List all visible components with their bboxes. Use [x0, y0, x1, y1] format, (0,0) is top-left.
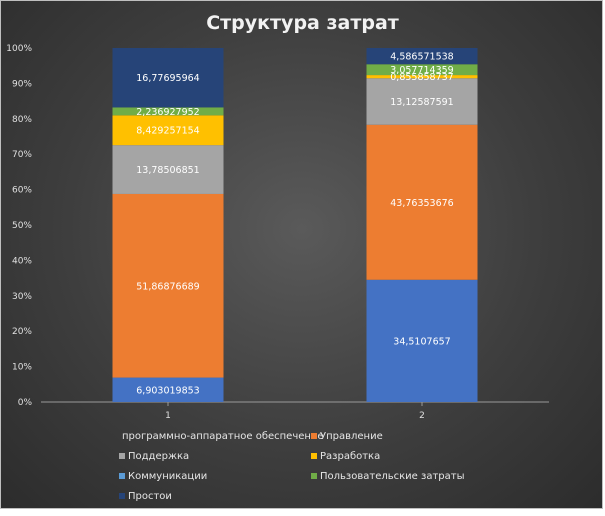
data-label: 43,76353676: [390, 198, 453, 209]
legend-label: Поддержка: [128, 450, 190, 462]
stacked-bar-plot: 0% 10% 20% 30% 40% 50% 60% 70% 80% 90% 100% 6,90301…: [6, 44, 549, 421]
data-label: 6,903019853: [136, 385, 199, 396]
x-tick-label: 1: [165, 411, 171, 421]
y-tick-label: 80%: [12, 115, 32, 125]
data-label: 8,429257154: [136, 126, 199, 137]
y-tick-label: 30%: [12, 292, 32, 302]
data-label: 34,5107657: [393, 336, 450, 347]
y-tick-label: 100%: [6, 44, 32, 54]
x-tick-label: 2: [419, 411, 425, 421]
bar-segment: [366, 279, 478, 402]
legend-item: Простои: [119, 489, 311, 503]
y-tick-label: 70%: [12, 150, 32, 160]
data-label: 3,057714359: [390, 65, 453, 76]
bar-segment: [112, 377, 224, 402]
chart-title: Структура затрат: [206, 12, 399, 34]
legend-swatch: [311, 433, 317, 439]
legend-label: Простои: [128, 490, 172, 502]
legend-item: Коммуникации: [119, 469, 311, 483]
data-label: 16,77695964: [136, 73, 199, 84]
legend-item: Разработка: [311, 449, 511, 463]
legend: программно-аппаратное обеспечение Управле…: [119, 429, 519, 503]
legend-item: программно-аппаратное обеспечение: [119, 429, 324, 443]
data-label: 13,12587591: [390, 97, 453, 108]
y-tick-label: 40%: [12, 256, 32, 266]
y-tick-label: 50%: [12, 221, 32, 231]
legend-label: Коммуникации: [128, 470, 208, 482]
bar-segment: [366, 124, 478, 280]
legend-label: Управление: [320, 430, 383, 442]
bar-segment: [112, 193, 224, 378]
data-label: 51,86876689: [136, 281, 199, 292]
legend-swatch: [119, 473, 125, 479]
bar-segment: [366, 75, 478, 79]
legend-swatch: [119, 493, 125, 499]
bar-segment: [366, 64, 478, 76]
y-tick-label: 0%: [18, 398, 33, 408]
legend-item: Поддержка: [119, 449, 311, 463]
legend-label: Разработка: [320, 450, 381, 462]
legend-swatch: [119, 453, 125, 459]
bar-segment: [112, 48, 224, 108]
y-tick-label: 90%: [12, 79, 32, 89]
legend-item: Управление: [311, 429, 511, 443]
legend-item: Пользовательские затраты: [311, 469, 511, 483]
data-label: 13,78506851: [136, 165, 199, 176]
legend-label: Пользовательские затраты: [320, 470, 465, 482]
data-label: 2,236927952: [136, 107, 199, 118]
legend-label: программно-аппаратное обеспечение: [122, 430, 324, 442]
y-tick-label: 20%: [12, 327, 32, 337]
bar-segment: [112, 145, 224, 194]
bar-segment: [112, 115, 224, 146]
bar-segment: [366, 48, 478, 65]
data-label: 4,586571538: [390, 52, 453, 63]
bar-segment: [112, 107, 224, 116]
bar-segment: [366, 78, 478, 125]
legend-swatch: [311, 453, 317, 459]
legend-swatch: [311, 473, 317, 479]
data-label: 0,855858737: [390, 72, 453, 83]
y-tick-label: 60%: [12, 186, 32, 196]
y-tick-label: 10%: [12, 363, 32, 373]
